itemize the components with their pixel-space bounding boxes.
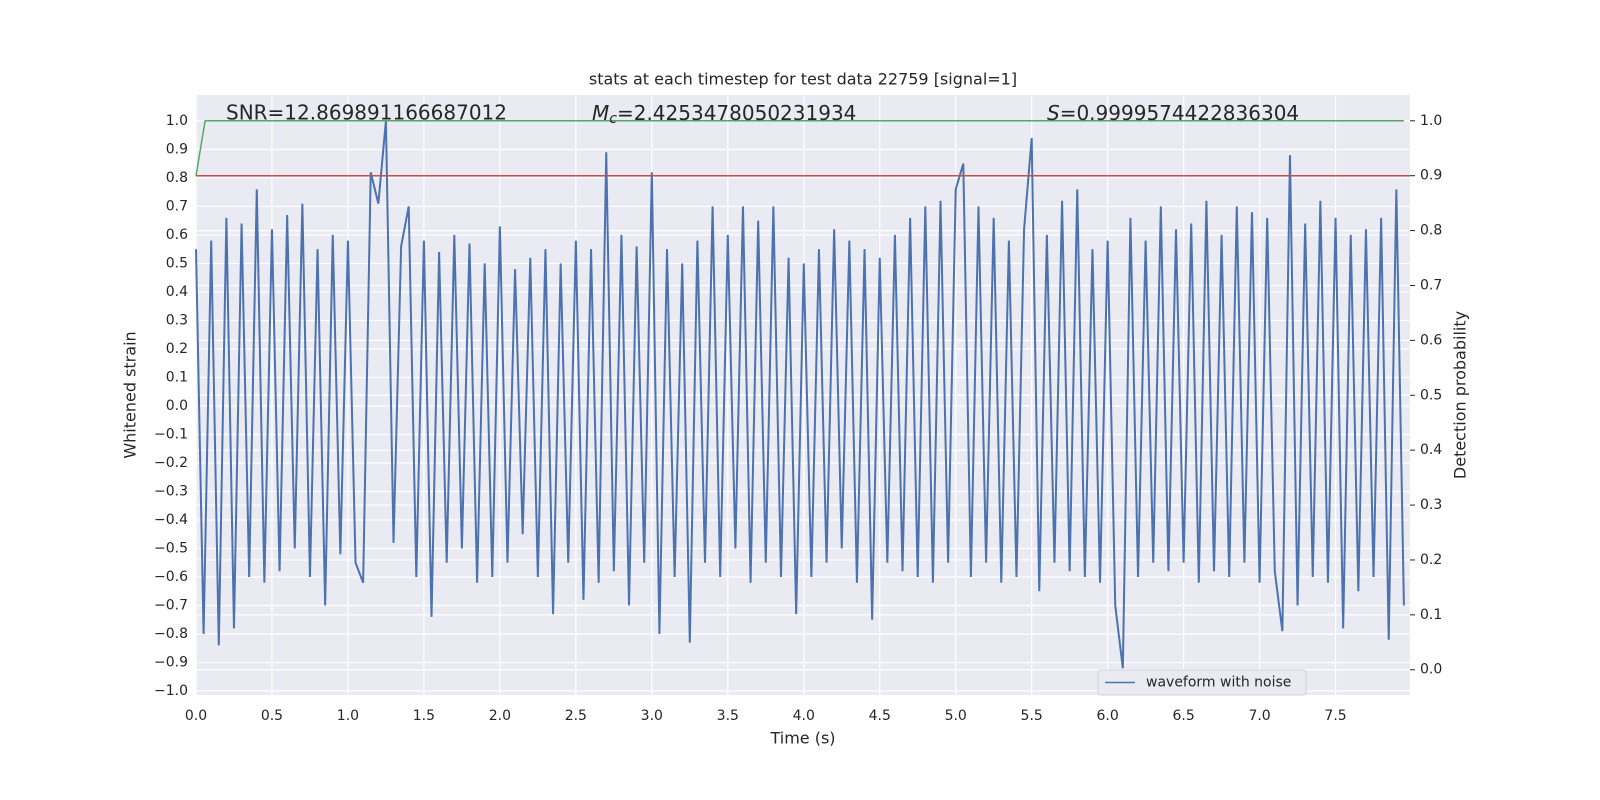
y2-tick-label: 0.0 (1420, 662, 1442, 678)
y-tick-label: −0.6 (154, 569, 188, 585)
y-tick-label: −0.1 (154, 426, 188, 442)
y-tick-label: −0.8 (154, 626, 188, 642)
y-tick-label: −1.0 (154, 683, 188, 699)
x-axis-label: Time (s) (769, 729, 835, 748)
annotation-subscript: c (609, 111, 617, 127)
y2-tick-label: 0.4 (1420, 442, 1442, 458)
x-tick-label: 2.0 (489, 708, 511, 724)
y2-tick-label: 0.6 (1420, 332, 1442, 348)
series-line (195, 120, 1404, 176)
y-tick-label: −0.7 (154, 597, 188, 613)
y-tick-label: −0.3 (154, 483, 188, 499)
y-tick-label: 0.1 (166, 369, 188, 385)
x-tick-label: 1.5 (413, 708, 435, 724)
y-tick-label: −0.4 (154, 512, 188, 528)
x-tick-label: 1.0 (337, 708, 359, 724)
annotation-symbol: S (1047, 101, 1060, 125)
y2-tick-label: 0.5 (1420, 387, 1442, 403)
y2-tick-label: 0.2 (1420, 552, 1442, 568)
y2-tick-label: 0.9 (1420, 168, 1442, 184)
annotation: Mc=2.4253478050231934 (592, 101, 856, 128)
x-tick-label: 4.5 (869, 708, 891, 724)
y-tick-label: −0.5 (154, 540, 188, 556)
x-tick-label: 5.0 (945, 708, 967, 724)
y2-tick-label: 0.1 (1420, 607, 1442, 623)
annotation: S=0.9999574422836304 (1047, 101, 1299, 125)
x-tick-label: 2.5 (565, 708, 587, 724)
y-tick-label: 0.8 (166, 170, 188, 186)
x-tick-label: 0.0 (185, 708, 207, 724)
y-tick-label: 0.7 (166, 198, 188, 214)
legend-label: waveform with noise (1146, 675, 1291, 691)
x-tick-label: 7.5 (1324, 708, 1346, 724)
annotation: SNR=12.869891166687012 (226, 101, 507, 125)
annotation-text: =2.4253478050231934 (617, 101, 856, 125)
y-tick-label: 0.0 (166, 398, 188, 414)
series-line (195, 120, 1405, 669)
legend-box (1097, 669, 1307, 696)
y-tick-label: 0.3 (166, 312, 188, 328)
y2-axis-label: Detection probability (1451, 311, 1470, 479)
x-tick-label: 3.5 (717, 708, 739, 724)
x-tick-label: 5.5 (1021, 708, 1043, 724)
y-tick-label: −0.2 (154, 455, 188, 471)
x-tick-label: 6.0 (1097, 708, 1119, 724)
x-tick-label: 0.5 (261, 708, 283, 724)
x-tick-label: 6.5 (1172, 708, 1194, 724)
x-tick-label: 7.0 (1248, 708, 1270, 724)
y2-tick-label: 1.0 (1420, 113, 1442, 129)
y2-tick-label: 0.3 (1420, 497, 1442, 513)
y-tick-label: 0.2 (166, 341, 188, 357)
x-tick-label: 3.0 (641, 708, 663, 724)
chart-title: stats at each timestep for test data 227… (589, 70, 1017, 89)
plot-layer (195, 95, 1410, 695)
annotation-text: =0.9999574422836304 (1060, 101, 1299, 125)
y-tick-label: −0.9 (154, 655, 188, 671)
annotation-symbol: M (592, 101, 609, 125)
y-tick-label: 0.6 (166, 227, 188, 243)
y2-tick-label: 0.8 (1420, 223, 1442, 239)
y-axis-label: Whitened strain (121, 331, 140, 458)
y-tick-label: 0.9 (166, 141, 188, 157)
y2-tick-label: 0.7 (1420, 277, 1442, 293)
x-tick-label: 4.0 (793, 708, 815, 724)
y-tick-label: 1.0 (166, 113, 188, 129)
y-tick-label: 0.4 (166, 284, 188, 300)
y-tick-label: 0.5 (166, 255, 188, 271)
